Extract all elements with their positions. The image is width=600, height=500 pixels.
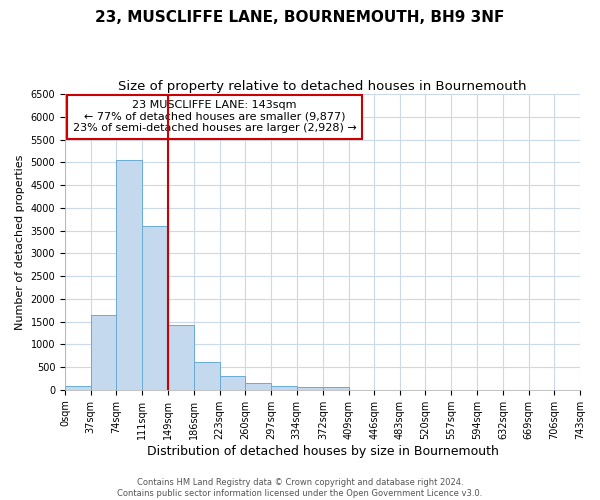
Bar <box>65 386 91 390</box>
X-axis label: Distribution of detached houses by size in Bournemouth: Distribution of detached houses by size … <box>146 444 499 458</box>
Text: Contains HM Land Registry data © Crown copyright and database right 2024.
Contai: Contains HM Land Registry data © Crown c… <box>118 478 482 498</box>
Bar <box>271 386 296 390</box>
Bar <box>116 160 142 390</box>
Bar <box>91 314 116 390</box>
Title: Size of property relative to detached houses in Bournemouth: Size of property relative to detached ho… <box>118 80 527 93</box>
Bar <box>142 226 168 390</box>
Bar <box>220 376 245 390</box>
Text: 23, MUSCLIFFE LANE, BOURNEMOUTH, BH9 3NF: 23, MUSCLIFFE LANE, BOURNEMOUTH, BH9 3NF <box>95 10 505 25</box>
Bar <box>194 362 220 390</box>
Bar <box>323 388 349 390</box>
Bar <box>296 388 323 390</box>
Y-axis label: Number of detached properties: Number of detached properties <box>15 154 25 330</box>
Bar <box>168 324 194 390</box>
Text: 23 MUSCLIFFE LANE: 143sqm
← 77% of detached houses are smaller (9,877)
23% of se: 23 MUSCLIFFE LANE: 143sqm ← 77% of detac… <box>73 100 356 134</box>
Bar <box>245 383 271 390</box>
